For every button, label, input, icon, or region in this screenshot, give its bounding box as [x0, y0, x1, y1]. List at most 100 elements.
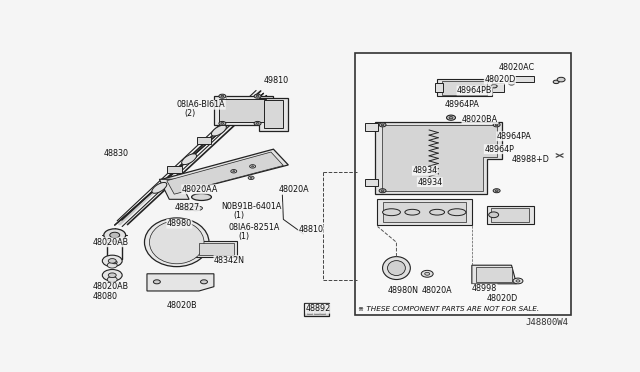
- Circle shape: [493, 189, 500, 193]
- Text: 48980N: 48980N: [388, 286, 419, 295]
- Ellipse shape: [448, 209, 466, 216]
- Bar: [314, 311, 319, 314]
- Ellipse shape: [211, 125, 227, 136]
- Circle shape: [254, 94, 261, 98]
- Ellipse shape: [108, 259, 116, 263]
- Text: 48080: 48080: [92, 292, 117, 301]
- Ellipse shape: [104, 229, 125, 241]
- Circle shape: [231, 170, 237, 173]
- Text: 48020D: 48020D: [484, 75, 515, 84]
- Bar: [307, 307, 312, 310]
- Circle shape: [108, 262, 117, 268]
- Text: 48020BA: 48020BA: [462, 115, 498, 124]
- Bar: [320, 311, 325, 314]
- Circle shape: [421, 270, 433, 277]
- Circle shape: [557, 77, 565, 82]
- Circle shape: [449, 116, 453, 119]
- Ellipse shape: [191, 206, 202, 211]
- Bar: [320, 307, 325, 310]
- Circle shape: [200, 280, 207, 284]
- Circle shape: [233, 171, 235, 172]
- Ellipse shape: [102, 255, 122, 267]
- Text: 48020AC: 48020AC: [499, 63, 535, 72]
- Ellipse shape: [405, 209, 420, 215]
- Polygon shape: [167, 152, 284, 194]
- Polygon shape: [381, 125, 497, 191]
- Text: 48980: 48980: [167, 219, 192, 228]
- Circle shape: [219, 121, 226, 125]
- Bar: [435, 83, 443, 92]
- Circle shape: [256, 95, 259, 97]
- Ellipse shape: [150, 221, 204, 264]
- Circle shape: [381, 190, 384, 192]
- Text: 48998: 48998: [472, 284, 497, 293]
- Bar: [264, 100, 284, 128]
- Circle shape: [493, 123, 500, 127]
- Bar: [214, 96, 273, 125]
- Circle shape: [108, 277, 117, 282]
- Text: 08IA6-BI61A: 08IA6-BI61A: [177, 100, 225, 109]
- Circle shape: [221, 95, 224, 97]
- Circle shape: [381, 124, 384, 126]
- Ellipse shape: [191, 193, 211, 201]
- Bar: [486, 206, 534, 224]
- Circle shape: [495, 190, 498, 192]
- Bar: [199, 243, 234, 255]
- Ellipse shape: [102, 269, 122, 281]
- Text: 48934: 48934: [417, 178, 442, 187]
- Text: 48830: 48830: [104, 149, 129, 158]
- Bar: [307, 311, 312, 314]
- Ellipse shape: [152, 182, 167, 193]
- Circle shape: [425, 272, 429, 275]
- Bar: [314, 307, 319, 310]
- Text: 48020B: 48020B: [167, 301, 197, 310]
- Text: 48892: 48892: [306, 304, 331, 313]
- Text: N0B91B-6401A: N0B91B-6401A: [221, 202, 282, 211]
- Text: 48934: 48934: [412, 166, 438, 175]
- Bar: [365, 179, 378, 186]
- Text: J48800W4: J48800W4: [525, 318, 568, 327]
- Bar: [442, 81, 486, 95]
- Circle shape: [447, 115, 456, 120]
- Circle shape: [250, 165, 255, 168]
- Circle shape: [254, 121, 261, 125]
- Text: 48964PA: 48964PA: [445, 100, 479, 109]
- Text: (1): (1): [234, 211, 245, 219]
- Polygon shape: [472, 265, 516, 284]
- Ellipse shape: [388, 261, 405, 276]
- Circle shape: [516, 280, 520, 282]
- Text: (1): (1): [239, 232, 250, 241]
- Circle shape: [379, 189, 386, 193]
- Bar: [492, 83, 504, 92]
- Text: 48964PA: 48964PA: [497, 132, 531, 141]
- Polygon shape: [376, 199, 472, 225]
- Bar: [219, 99, 266, 122]
- Text: 48342N: 48342N: [214, 256, 245, 264]
- Polygon shape: [383, 202, 466, 222]
- Circle shape: [379, 123, 386, 127]
- Circle shape: [219, 94, 226, 98]
- Bar: [491, 208, 529, 222]
- Ellipse shape: [383, 209, 401, 216]
- Bar: [195, 241, 237, 257]
- Polygon shape: [159, 179, 189, 199]
- Polygon shape: [167, 166, 182, 173]
- Circle shape: [495, 124, 498, 126]
- Text: 48827: 48827: [174, 203, 200, 212]
- Circle shape: [221, 122, 224, 124]
- Ellipse shape: [110, 232, 120, 238]
- Bar: [355, 53, 571, 315]
- Text: ※ THESE COMPONENT PARTS ARE NOT FOR SALE.: ※ THESE COMPONENT PARTS ARE NOT FOR SALE…: [358, 306, 539, 312]
- Text: 48988+D: 48988+D: [511, 155, 549, 164]
- Ellipse shape: [429, 209, 445, 215]
- Bar: [514, 76, 534, 82]
- Circle shape: [509, 81, 515, 85]
- Ellipse shape: [145, 218, 209, 267]
- Text: 48020D: 48020D: [486, 294, 518, 303]
- Circle shape: [491, 84, 497, 88]
- Circle shape: [513, 278, 523, 284]
- Text: 48810: 48810: [298, 225, 323, 234]
- Polygon shape: [147, 274, 214, 291]
- Circle shape: [491, 77, 497, 81]
- Circle shape: [154, 280, 161, 284]
